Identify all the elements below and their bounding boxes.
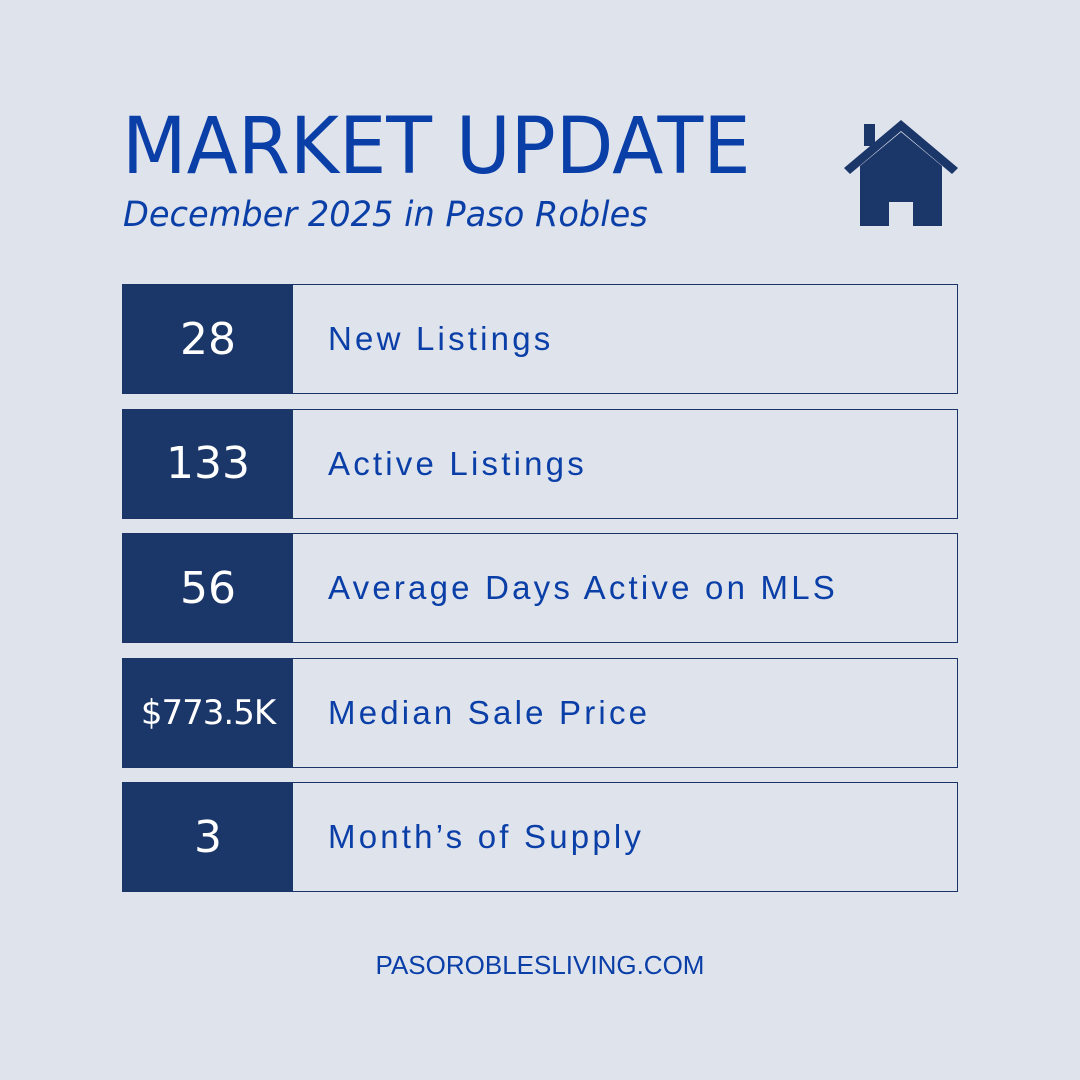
stat-label: Active Listings	[328, 444, 587, 482]
stat-label: New Listings	[328, 320, 554, 357]
stat-value: $773.5K	[123, 658, 293, 767]
stat-row-active-listings: 133 Active Listings	[122, 408, 958, 519]
page-subtitle: December 2025 in Paso Robles	[123, 195, 648, 235]
stat-label: Median Sale Price	[328, 693, 651, 731]
stat-label: Average Days Active on MLS	[328, 569, 838, 606]
stat-row-new-listings: 28 New Listings	[122, 284, 958, 394]
page-title: MARKET UPDATE	[122, 102, 751, 192]
stat-row-average-days-active: 56 Average Days Active on MLS	[122, 533, 958, 643]
website-link[interactable]: PASOROBLESLIVING.COM	[375, 950, 705, 980]
stats-list: 28 New Listings 133 Active Listings 56 A…	[122, 284, 958, 907]
stat-row-months-of-supply: 3 Month’s of Supply	[122, 782, 958, 892]
house-icon	[844, 120, 958, 226]
stat-value: 28	[123, 285, 293, 393]
stat-value: 133	[123, 409, 293, 518]
stat-value: 56	[123, 534, 293, 642]
stat-label: Month’s of Supply	[328, 818, 645, 855]
stat-value: 3	[123, 783, 293, 891]
stat-row-median-sale-price: $773.5K Median Sale Price	[122, 657, 958, 768]
